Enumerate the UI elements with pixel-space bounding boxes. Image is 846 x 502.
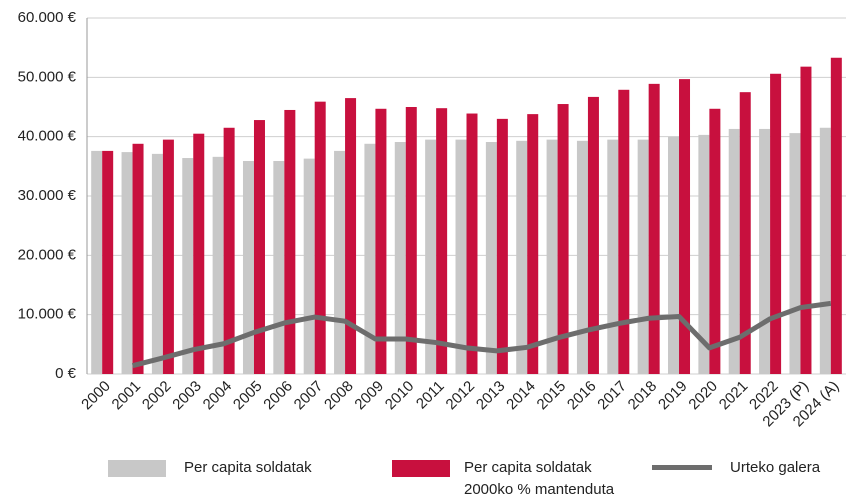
legend-label: Urteko galera <box>730 459 821 476</box>
bar <box>182 158 194 374</box>
bar <box>759 128 771 374</box>
bar <box>436 108 448 374</box>
x-tick-label: 2002 <box>139 378 175 414</box>
bar <box>679 79 691 374</box>
bar <box>303 158 315 374</box>
bar <box>800 66 812 375</box>
bar <box>102 150 114 374</box>
y-tick-label: 60.000 € <box>18 9 77 26</box>
bar <box>587 96 599 374</box>
bar <box>334 150 346 374</box>
bar <box>193 133 205 374</box>
y-tick-label: 30.000 € <box>18 187 77 204</box>
x-tick-label: 2000 <box>78 378 114 414</box>
bar <box>709 108 721 374</box>
bar <box>212 156 224 374</box>
x-tick-label: 2020 <box>685 378 721 414</box>
legend-swatch <box>108 460 166 477</box>
legend-swatch <box>392 460 450 477</box>
x-tick-label: 2014 <box>503 378 539 414</box>
y-tick-label: 50.000 € <box>18 68 77 85</box>
bar <box>375 108 387 374</box>
x-tick-label: 2012 <box>443 378 479 414</box>
legend-swatch <box>652 465 712 470</box>
x-tick-label: 2011 <box>413 378 448 413</box>
x-tick-label: 2001 <box>109 378 145 414</box>
x-tick-label: 2013 <box>473 378 509 414</box>
x-tick-label: 2018 <box>625 378 661 414</box>
bar <box>425 139 437 374</box>
bar <box>557 104 569 375</box>
bar <box>253 120 265 374</box>
bar <box>496 118 508 374</box>
x-tick-label: 2006 <box>260 378 296 414</box>
bar <box>162 139 174 374</box>
x-tick-label: 2015 <box>534 378 570 414</box>
bar <box>637 139 649 374</box>
x-tick-label: 2008 <box>321 378 357 414</box>
bar <box>698 134 710 374</box>
x-tick-label: 2009 <box>351 378 387 414</box>
bar <box>648 83 660 375</box>
bar <box>121 152 133 374</box>
y-tick-label: 40.000 € <box>18 128 77 145</box>
x-tick-label: 2004 <box>200 378 236 414</box>
bar <box>728 128 740 374</box>
y-tick-label: 0 € <box>55 365 77 382</box>
bar <box>132 143 144 374</box>
bar <box>527 114 539 375</box>
bar <box>830 57 842 375</box>
bar <box>485 142 497 374</box>
bar <box>618 89 630 374</box>
bar <box>668 136 680 374</box>
x-tick-label: 2016 <box>564 378 600 414</box>
bar <box>819 127 831 375</box>
bar <box>455 139 467 374</box>
y-tick-label: 20.000 € <box>18 246 77 263</box>
bar <box>466 113 478 374</box>
bar <box>516 140 528 374</box>
bar <box>345 98 357 374</box>
x-tick-label: 2005 <box>230 378 266 414</box>
x-tick-label: 2019 <box>655 378 691 414</box>
bar <box>242 160 254 374</box>
x-tick-label: 2010 <box>382 378 418 414</box>
x-tick-label: 2017 <box>594 378 630 414</box>
line <box>131 300 832 369</box>
x-tick-label: 2021 <box>716 378 752 414</box>
bar <box>770 73 782 375</box>
bar <box>223 127 235 375</box>
bar <box>546 139 558 374</box>
x-tick-label: 2007 <box>291 378 327 414</box>
x-tick-label: 2003 <box>169 378 205 414</box>
bar <box>273 160 285 374</box>
legend-label: Per capita soldatak <box>184 459 312 476</box>
bar <box>151 153 163 374</box>
bar <box>405 107 417 374</box>
bar <box>91 150 103 374</box>
bar <box>314 101 326 374</box>
bar <box>789 133 801 374</box>
bar <box>394 142 406 374</box>
y-tick-label: 10.000 € <box>18 306 77 323</box>
bar <box>364 143 376 374</box>
bar <box>607 139 619 374</box>
bar <box>576 140 588 374</box>
bar <box>284 109 296 374</box>
bar <box>739 92 751 375</box>
legend-label: Per capita soldatak 2000ko % mantenduta <box>464 459 615 498</box>
